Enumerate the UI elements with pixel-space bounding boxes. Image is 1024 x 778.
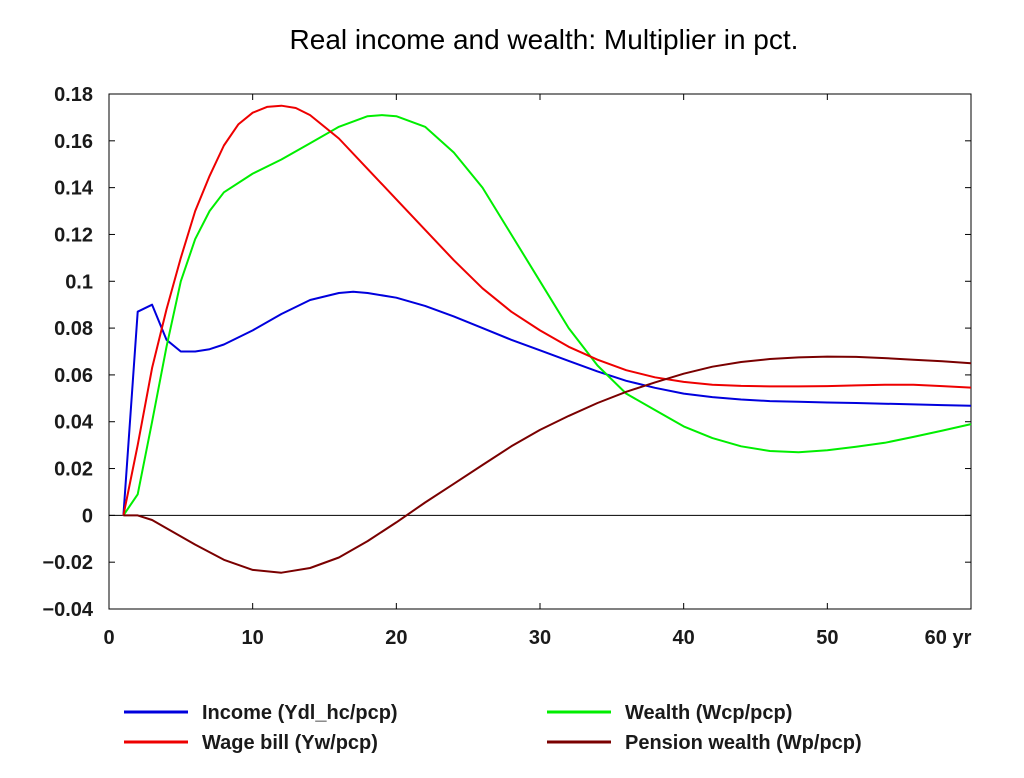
x-tick-label: 10 bbox=[242, 627, 264, 649]
legend: Income (Ydl_hc/pcp) Wealth (Wcp/pcp) Wage … bbox=[124, 702, 862, 754]
y-tick-label: 0.18 bbox=[54, 84, 93, 106]
y-tick-label: −0.02 bbox=[42, 552, 93, 574]
x-tick-label: 30 bbox=[529, 627, 551, 649]
series-line-1 bbox=[122, 290, 972, 516]
series-line-4 bbox=[123, 355, 972, 574]
y-tick-label: 0.12 bbox=[54, 224, 93, 246]
x-tick-label: 20 bbox=[385, 627, 407, 649]
y-axis: −0.04 −0.02 0 0.02 0.04 0.06 0.08 0.1 0.12 0.14 0.… bbox=[42, 84, 971, 621]
y-tick-label: 0.14 bbox=[54, 178, 94, 200]
series-line-2 bbox=[122, 114, 972, 516]
y-tick-label: 0.06 bbox=[54, 365, 93, 387]
y-tick-label: 0.1 bbox=[65, 271, 93, 293]
x-tick-label: 60 yr bbox=[925, 627, 972, 649]
series-line-3 bbox=[122, 104, 972, 516]
x-tick-label: 50 bbox=[816, 627, 838, 649]
legend-label: Pension wealth (Wp/pcp) bbox=[625, 732, 862, 754]
x-tick-label: 40 bbox=[673, 627, 695, 649]
legend-label: Wage bill (Yw/pcp) bbox=[202, 732, 378, 754]
y-tick-label: 0 bbox=[82, 505, 93, 527]
y-tick-label: 0.04 bbox=[54, 412, 94, 434]
series-group bbox=[122, 104, 972, 574]
y-tick-label: 0.08 bbox=[54, 318, 93, 340]
y-tick-label: −0.04 bbox=[42, 599, 93, 621]
plot-frame bbox=[108, 93, 972, 610]
chart-title: Real income and wealth: Multiplier in pc… bbox=[290, 24, 799, 55]
x-tick-label: 0 bbox=[103, 627, 114, 649]
legend-label: Income (Ydl_hc/pcp) bbox=[202, 702, 398, 724]
y-tick-label: 0.16 bbox=[54, 131, 93, 153]
y-tick-label: 0.02 bbox=[54, 459, 93, 481]
legend-label: Wealth (Wcp/pcp) bbox=[625, 702, 792, 724]
x-axis: 0 10 20 30 40 50 60 yr bbox=[103, 94, 972, 649]
